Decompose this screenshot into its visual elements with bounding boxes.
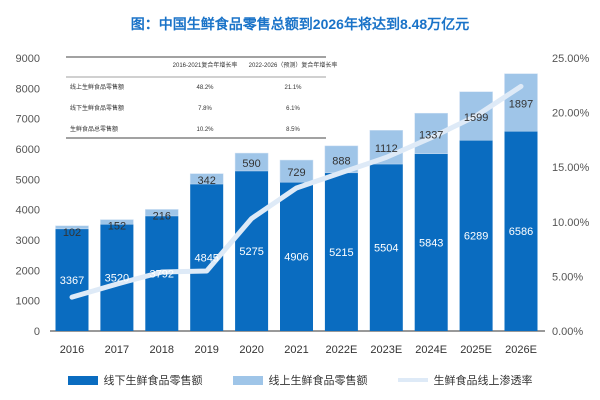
y-tick-label: 3000	[16, 235, 40, 247]
bar-offline	[100, 224, 134, 331]
data-label-online: 1112	[375, 143, 398, 155]
table-row-label: 线上生鲜食品零售额	[70, 83, 124, 91]
table-background	[66, 52, 336, 138]
data-label-offline: 4906	[284, 252, 308, 264]
x-tick-label: 2017	[105, 344, 129, 356]
x-tick-label: 2025E	[460, 344, 492, 356]
data-label-offline: 5215	[329, 247, 353, 259]
bar-online	[234, 152, 269, 172]
table-cell: 10.2%	[196, 127, 214, 133]
bar-online	[279, 159, 314, 183]
data-label-offline: 3520	[105, 273, 129, 285]
table-cell: 8.5%	[286, 127, 300, 133]
y2-tick-label: 0.00%	[552, 326, 583, 338]
legend-item-offline: 线下生鲜食品零售额	[67, 372, 203, 388]
legend-label-online: 线上生鲜食品零售额	[268, 375, 368, 387]
bar-online	[504, 73, 538, 132]
table-header: 2022-2026（预测）复合年增长率	[249, 61, 338, 69]
data-label-online: 590	[242, 158, 260, 170]
table-cell: 48.2%	[196, 85, 214, 91]
data-label-offline: 5275	[239, 246, 263, 258]
bar-offline	[324, 172, 358, 331]
bar-offline	[235, 170, 269, 331]
x-tick-label: 2020	[239, 344, 263, 356]
y2-tick-label: 5.00%	[552, 271, 583, 283]
y-tick-label: 9000	[16, 53, 40, 65]
table-cell: 6.1%	[286, 106, 300, 112]
table-cell: 21.1%	[284, 85, 302, 91]
bar-offline	[414, 153, 448, 331]
data-label-online: 102	[63, 227, 81, 239]
data-label-offline: 5843	[419, 237, 443, 249]
bar-online	[145, 209, 179, 217]
data-label-offline: 6289	[464, 231, 488, 243]
data-label-online: 216	[153, 210, 171, 222]
chart-title: 图：中国生鲜食品零售总额到2026年将达到8.48万亿元	[130, 16, 470, 32]
x-tick-label: 2018	[150, 344, 174, 356]
bar-offline	[280, 182, 313, 331]
data-label-online: 729	[287, 167, 305, 179]
bar-online	[189, 173, 224, 185]
bar-online	[100, 219, 134, 225]
table-header: 2016-2021复合年增长率	[173, 61, 238, 69]
x-tick-label: 2024E	[415, 344, 447, 356]
data-label-online: 1337	[419, 129, 443, 141]
x-tick-label: 2023E	[370, 344, 402, 356]
data-label-online: 342	[198, 175, 216, 187]
y2-tick-label: 15.00%	[552, 162, 590, 174]
legend-swatch-penetration	[397, 378, 428, 382]
legend-item-penetration: 生鲜食品线上渗透率	[397, 372, 533, 388]
x-tick-label: 2022E	[325, 344, 357, 356]
x-tick-label: 2019	[194, 344, 218, 356]
legend-item-online: 线上生鲜食品零售额	[232, 372, 368, 388]
y-tick-label: 0	[34, 326, 40, 338]
legend-swatch-online	[232, 375, 263, 385]
data-label-offline: 4845	[194, 253, 218, 265]
data-label-online: 152	[108, 221, 126, 233]
y2-tick-label: 10.00%	[552, 217, 590, 229]
legend: 线下生鲜食品零售额 线上生鲜食品零售额 生鲜食品线上渗透率	[0, 372, 600, 388]
bar-online	[55, 225, 89, 230]
x-tick-label: 2016	[60, 344, 84, 356]
legend-swatch-offline	[67, 375, 98, 385]
table-row-label: 线下生鲜食品零售额	[70, 104, 124, 112]
y2-tick-label: 20.00%	[552, 108, 590, 120]
x-tick-label: 2026E	[505, 344, 537, 356]
data-label-offline: 3792	[150, 268, 174, 280]
y-tick-label: 2000	[16, 265, 40, 277]
x-tick-label: 2021	[284, 344, 308, 356]
data-label-online: 1897	[509, 98, 533, 110]
table-row-label: 生鲜食品总零售额	[70, 125, 118, 133]
bar-offline	[504, 131, 538, 331]
bar-offline	[55, 228, 89, 331]
legend-label-penetration: 生鲜食品线上渗透率	[433, 375, 533, 387]
data-label-offline: 5504	[374, 243, 398, 255]
y-tick-label: 8000	[16, 83, 40, 95]
legend-label-offline: 线下生鲜食品零售额	[103, 375, 203, 387]
y-tick-label: 4000	[16, 205, 40, 217]
y-tick-label: 1000	[16, 296, 40, 308]
data-label-offline: 6586	[509, 226, 533, 238]
y-tick-label: 6000	[16, 144, 40, 156]
y2-tick-label: 25.00%	[552, 53, 590, 65]
bar-offline	[369, 164, 403, 331]
data-label-online: 1599	[464, 112, 488, 124]
y-tick-label: 5000	[16, 174, 40, 186]
data-label-online: 888	[332, 155, 350, 167]
table-cell: 7.8%	[198, 106, 212, 112]
y-tick-label: 7000	[16, 114, 40, 126]
data-label-offline: 3367	[60, 275, 84, 287]
bar-offline	[459, 140, 493, 331]
